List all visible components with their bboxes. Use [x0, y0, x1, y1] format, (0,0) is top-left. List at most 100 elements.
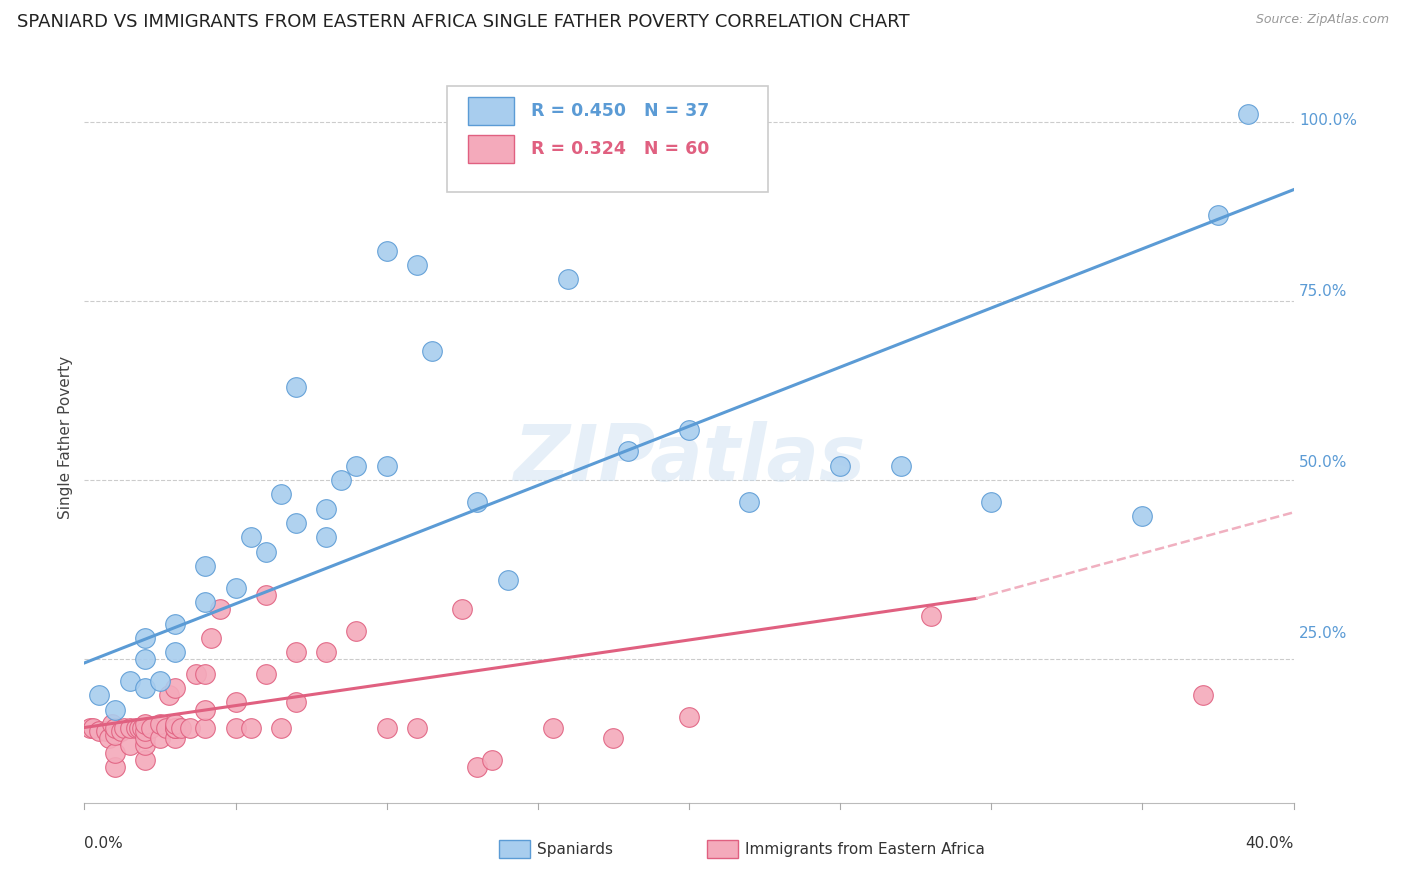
Point — [186, 666, 208, 681]
Point — [157, 688, 180, 702]
Text: Spaniards: Spaniards — [537, 842, 613, 856]
Point — [165, 731, 187, 746]
Point — [194, 595, 217, 609]
Point — [617, 444, 640, 458]
Point — [315, 645, 337, 659]
Point — [375, 458, 398, 473]
Point — [170, 721, 193, 735]
Text: SPANIARD VS IMMIGRANTS FROM EASTERN AFRICA SINGLE FATHER POVERTY CORRELATION CHA: SPANIARD VS IMMIGRANTS FROM EASTERN AFRI… — [17, 13, 910, 31]
Point — [481, 753, 503, 767]
Point — [254, 666, 277, 681]
Point — [134, 724, 156, 739]
Point — [94, 724, 117, 739]
Point — [118, 739, 141, 753]
Point — [131, 721, 153, 735]
Point — [194, 702, 217, 716]
Point — [285, 380, 308, 394]
Point — [97, 731, 120, 746]
Point — [110, 724, 132, 739]
Point — [285, 695, 308, 709]
Point — [420, 344, 443, 359]
Point — [134, 717, 156, 731]
Point — [104, 746, 127, 760]
Point — [165, 616, 187, 631]
Point — [194, 721, 217, 735]
Point — [179, 721, 201, 735]
Point — [541, 721, 564, 735]
Point — [225, 695, 247, 709]
Point — [134, 739, 156, 753]
Point — [678, 710, 700, 724]
Point — [209, 602, 232, 616]
Point — [330, 473, 353, 487]
Point — [225, 721, 247, 735]
FancyBboxPatch shape — [447, 86, 768, 192]
Point — [118, 673, 141, 688]
Point — [165, 645, 187, 659]
Point — [155, 721, 177, 735]
Point — [100, 717, 122, 731]
Point — [89, 724, 111, 739]
Point — [104, 760, 127, 774]
Point — [678, 423, 700, 437]
Point — [1237, 107, 1260, 121]
FancyBboxPatch shape — [468, 97, 513, 125]
Point — [738, 494, 761, 508]
Point — [118, 721, 141, 735]
Point — [270, 487, 292, 501]
Point — [134, 681, 156, 695]
Text: Immigrants from Eastern Africa: Immigrants from Eastern Africa — [745, 842, 986, 856]
Point — [200, 631, 222, 645]
Point — [149, 673, 172, 688]
Point — [467, 760, 489, 774]
Point — [194, 666, 217, 681]
Point — [89, 688, 111, 702]
FancyBboxPatch shape — [468, 135, 513, 162]
Point — [134, 731, 156, 746]
Point — [980, 494, 1002, 508]
Point — [315, 531, 337, 545]
Point — [496, 574, 519, 588]
Point — [375, 721, 398, 735]
Point — [557, 272, 579, 286]
Point — [239, 531, 262, 545]
Point — [254, 588, 277, 602]
Point — [165, 721, 187, 735]
Text: ZIPatlas: ZIPatlas — [513, 421, 865, 497]
Text: R = 0.450   N = 37: R = 0.450 N = 37 — [530, 102, 709, 120]
Point — [225, 581, 247, 595]
Point — [134, 631, 156, 645]
Y-axis label: Single Father Poverty: Single Father Poverty — [58, 356, 73, 518]
Point — [104, 721, 127, 735]
Point — [1130, 508, 1153, 523]
Point — [602, 731, 624, 746]
Point — [467, 494, 489, 508]
Point — [285, 645, 308, 659]
Point — [128, 721, 150, 735]
Point — [104, 702, 127, 716]
Point — [254, 545, 277, 559]
Point — [1206, 208, 1229, 222]
Point — [165, 721, 187, 735]
Point — [406, 258, 429, 272]
Point — [82, 721, 104, 735]
Point — [104, 728, 127, 742]
Point — [375, 244, 398, 258]
Point — [149, 731, 172, 746]
Point — [134, 753, 156, 767]
Point — [149, 717, 172, 731]
Point — [406, 721, 429, 735]
Point — [134, 652, 156, 666]
Point — [451, 602, 474, 616]
Text: 40.0%: 40.0% — [1246, 836, 1294, 851]
Point — [165, 681, 187, 695]
Point — [194, 559, 217, 574]
Point — [346, 624, 368, 638]
Point — [239, 721, 262, 735]
Point — [285, 516, 308, 530]
Text: 0.0%: 0.0% — [84, 836, 124, 851]
Point — [315, 501, 337, 516]
Point — [112, 721, 135, 735]
Point — [270, 721, 292, 735]
Point — [1192, 688, 1215, 702]
